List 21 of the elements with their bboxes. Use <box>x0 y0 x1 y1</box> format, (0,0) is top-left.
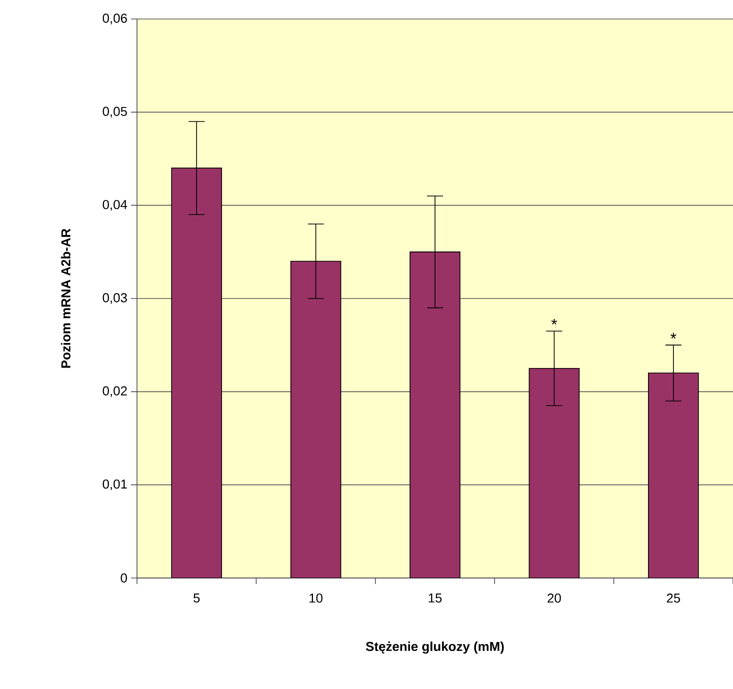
y-tick-label: 0,02 <box>102 386 127 398</box>
bar <box>290 260 342 578</box>
x-tick-label: 20 <box>548 594 561 603</box>
bar <box>528 368 580 578</box>
y-tick-label: 0,04 <box>102 200 128 211</box>
y-tick-label: 0,06 <box>102 14 127 24</box>
annotation: * <box>551 318 558 325</box>
x-tick-label: 15 <box>428 594 442 603</box>
bar <box>171 168 222 578</box>
y-tick-label: 0,03 <box>102 293 127 304</box>
y-axis-title: Poziom mRNA A2b-AR <box>60 228 70 368</box>
bar <box>410 252 460 578</box>
x-tick-label: 5 <box>194 594 200 603</box>
x-tick-label: 25 <box>666 594 680 603</box>
x-axis-title: Stężenie glukozy (mM) <box>366 642 504 654</box>
annotation: * <box>670 332 676 339</box>
bar <box>648 372 699 578</box>
x-tick-label: 10 <box>310 594 322 603</box>
y-tick-label: 0,05 <box>102 106 127 118</box>
y-tick-label: 0 <box>120 573 127 583</box>
y-tick-label: 0,01 <box>102 479 127 490</box>
